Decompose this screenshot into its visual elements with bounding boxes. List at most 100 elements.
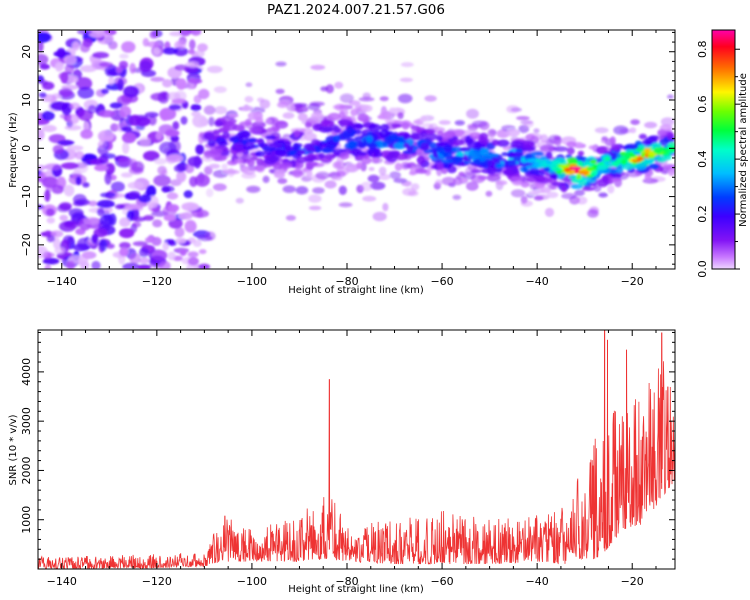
heatmap-blob-1387 bbox=[637, 144, 646, 149]
heatmap-blob-544 bbox=[245, 82, 253, 87]
heatmap-blob-1474 bbox=[333, 134, 341, 143]
heatmap-blob-1518 bbox=[255, 117, 264, 124]
colorbar-label: Normalized spectral amplitude bbox=[738, 73, 749, 227]
heatmap-blob-110 bbox=[64, 124, 82, 131]
heatmap-blob-309 bbox=[72, 201, 85, 207]
heatmap-blob-1534 bbox=[530, 151, 545, 156]
heatmap-blob-1005 bbox=[361, 104, 373, 113]
heatmap-blob-296 bbox=[166, 92, 181, 101]
heatmap-blob-376 bbox=[98, 154, 109, 164]
heatmap-blob-708 bbox=[282, 185, 296, 193]
heatmap-blob-1396 bbox=[285, 140, 292, 146]
heatmap-blob-1379 bbox=[410, 125, 421, 131]
heatmap-blob-305 bbox=[170, 135, 180, 142]
heatmap-blob-1439 bbox=[266, 127, 280, 133]
heatmap-blob-1177 bbox=[334, 161, 342, 168]
heatmap-blob-542 bbox=[324, 180, 337, 189]
heatmap-blob-226 bbox=[190, 30, 202, 36]
heatmap-blob-1573 bbox=[479, 132, 489, 141]
heatmap-blob-174 bbox=[79, 42, 91, 53]
heatmap-blob-1759 bbox=[604, 156, 611, 162]
heatmap-blob-860 bbox=[307, 103, 321, 111]
heatmap-blob-407 bbox=[72, 243, 90, 252]
heatmap-blob-1649 bbox=[452, 139, 465, 146]
heatmap-blob-392 bbox=[159, 109, 170, 121]
heatmap-blob-355 bbox=[121, 132, 137, 144]
heatmap-blob-1453 bbox=[485, 152, 499, 158]
heatmap-blob-352 bbox=[38, 128, 45, 141]
heatmap-blob-87 bbox=[193, 50, 205, 58]
heatmap-blob-1611 bbox=[318, 126, 333, 133]
heatmap-blob-1526 bbox=[420, 130, 427, 137]
heatmap-blob-231 bbox=[99, 214, 114, 227]
heatmap-blob-1645 bbox=[479, 147, 490, 156]
heatmap-blob-1603 bbox=[543, 166, 551, 172]
heatmap-blob-1570 bbox=[233, 159, 244, 164]
heatmap-blob-583 bbox=[338, 202, 353, 208]
heatmap-blob-360 bbox=[61, 162, 79, 170]
heatmap-blob-206 bbox=[109, 102, 123, 109]
heatmap-blob-1356 bbox=[320, 157, 332, 164]
heatmap-blob-1410 bbox=[512, 180, 524, 186]
heatmap-blob-958 bbox=[582, 187, 595, 191]
heatmap-blob-865 bbox=[393, 178, 408, 184]
heatmap-blob-291 bbox=[80, 129, 93, 140]
heatmap-blob-1128 bbox=[205, 188, 214, 198]
x-tick-label: −100 bbox=[237, 575, 267, 588]
heatmap-blob-1587 bbox=[443, 152, 453, 159]
heatmap-blob-232 bbox=[123, 85, 140, 98]
heatmap-blob-405 bbox=[77, 30, 93, 35]
x-tick-label: −40 bbox=[526, 275, 549, 288]
heatmap-blob-1746 bbox=[611, 162, 620, 167]
heatmap-blob-1251 bbox=[575, 155, 584, 161]
heatmap-blob-1545 bbox=[325, 143, 337, 149]
heatmap-blob-386 bbox=[75, 176, 82, 186]
heatmap-blob-283 bbox=[167, 251, 176, 261]
heatmap-blob-483 bbox=[544, 207, 555, 217]
heatmap-blob-1597 bbox=[275, 149, 287, 156]
heatmap-blob-1631 bbox=[478, 153, 487, 162]
heatmap-blob-68 bbox=[189, 39, 196, 50]
heatmap-blob-959 bbox=[297, 113, 308, 122]
heatmap-blob-1142 bbox=[566, 147, 575, 155]
heatmap-blob-268 bbox=[63, 221, 81, 229]
heatmap-blob-1571 bbox=[346, 125, 353, 134]
heatmap-blob-365 bbox=[158, 260, 171, 269]
heatmap-blob-1438 bbox=[403, 133, 411, 140]
heatmap-blob-252 bbox=[138, 194, 152, 203]
heatmap-blob-343 bbox=[177, 39, 187, 50]
heatmap-blob-199 bbox=[59, 113, 72, 120]
heatmap-blob-1639 bbox=[602, 175, 609, 183]
heatmap-blob-1487 bbox=[350, 108, 359, 116]
heatmap-blob-356 bbox=[174, 164, 186, 173]
heatmap-blob-1623 bbox=[393, 142, 407, 150]
heatmap-blob-1760 bbox=[571, 166, 582, 171]
heatmap-blob-1064 bbox=[306, 170, 313, 178]
heatmap-blob-391 bbox=[38, 32, 52, 43]
heatmap-blob-1754 bbox=[644, 147, 651, 154]
heatmap-blob-782 bbox=[487, 128, 497, 138]
heatmap-blob-1569 bbox=[415, 168, 428, 174]
heatmap-blob-686 bbox=[485, 190, 493, 197]
heatmap-blob-1040 bbox=[528, 190, 542, 195]
heatmap-blob-1627 bbox=[304, 122, 312, 128]
heatmap-blob-1745 bbox=[621, 159, 627, 165]
heatmap-blob-663 bbox=[594, 127, 609, 134]
heatmap-blob-627 bbox=[308, 205, 322, 211]
heatmap-blob-193 bbox=[96, 199, 115, 209]
heatmap-blob-377 bbox=[38, 92, 47, 98]
heatmap-blob-1519 bbox=[352, 123, 365, 129]
heatmap-blob-1399 bbox=[413, 119, 421, 125]
heatmap-blob-334 bbox=[161, 186, 171, 193]
y-tick-label: 3000 bbox=[20, 407, 33, 435]
heatmap-blob-1636 bbox=[408, 171, 417, 176]
heatmap-blob-1354 bbox=[566, 141, 577, 148]
heatmap-blob-390 bbox=[63, 54, 77, 65]
heatmap-blob-1621 bbox=[321, 147, 332, 154]
bottom-y-axis-label: SNR (10 * v/v) bbox=[8, 414, 19, 485]
heatmap-blob-387 bbox=[66, 260, 76, 269]
heatmap-blob-1622 bbox=[535, 175, 546, 182]
heatmap-blob-163 bbox=[119, 105, 132, 118]
heatmap-blob-1605 bbox=[245, 118, 252, 126]
heatmap-blob-395 bbox=[118, 60, 129, 69]
